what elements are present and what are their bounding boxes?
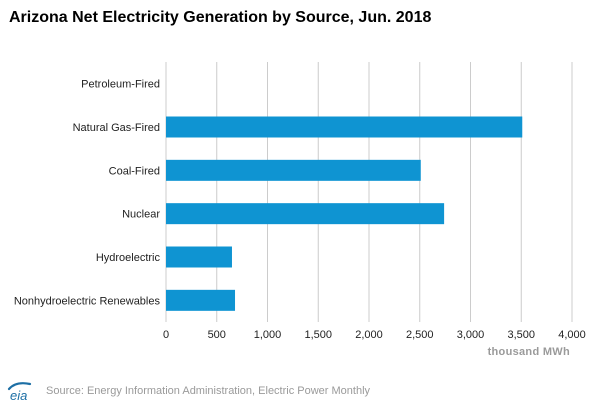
bar-coal-fired (166, 159, 421, 181)
category-label: Hydroelectric (96, 252, 161, 264)
category-label: Petroleum-Fired (81, 79, 160, 91)
eia-logo: eia (7, 382, 32, 402)
category-label: Natural Gas-Fired (73, 122, 160, 134)
svg-text:eia: eia (10, 388, 27, 402)
x-tick-label: 500 (208, 329, 226, 341)
category-label: Coal-Fired (109, 165, 160, 177)
bar-nonhydroelectric-renewables (166, 289, 236, 311)
bar-natural-gas-fired (166, 116, 523, 138)
bar-nuclear (166, 203, 445, 225)
x-tick-label: 4,000 (558, 329, 586, 341)
x-axis-label: thousand MWh (488, 346, 570, 358)
source-note: Source: Energy Information Administratio… (46, 385, 371, 397)
x-tick-label: 2,000 (355, 329, 383, 341)
x-tick-label: 1,500 (304, 329, 332, 341)
category-label: Nonhydroelectric Renewables (14, 295, 161, 307)
x-tick-label: 3,500 (507, 329, 535, 341)
chart-title: Arizona Net Electricity Generation by So… (9, 9, 432, 26)
x-tick-label: 3,000 (457, 329, 485, 341)
category-label: Nuclear (122, 209, 160, 221)
x-tick-label: 0 (163, 329, 169, 341)
x-tick-label: 1,000 (254, 329, 282, 341)
footer: eia Source: Energy Information Administr… (6, 380, 370, 402)
bar-hydroelectric (166, 246, 232, 268)
x-tick-label: 2,500 (406, 329, 434, 341)
